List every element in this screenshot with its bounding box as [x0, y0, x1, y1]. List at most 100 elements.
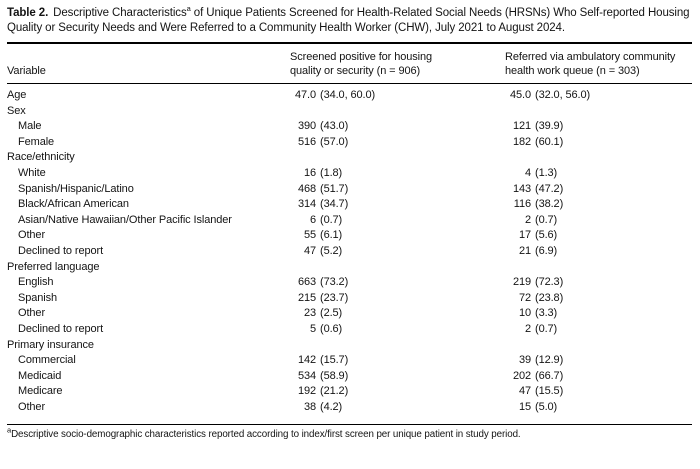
value-count: 5: [309, 322, 316, 335]
table-row: Female 516 (57.0) 182 (60.1): [7, 135, 692, 151]
value-count: 4: [524, 166, 531, 179]
value-percent: (38.2): [535, 198, 564, 211]
value-percent: (34.7): [320, 198, 349, 211]
table-section-row: Race/ethnicity: [7, 150, 692, 166]
value-percent: (6.9): [535, 244, 558, 257]
value-percent: (32.0, 56.0): [535, 89, 591, 101]
value-percent: (73.2): [320, 276, 349, 289]
table-row: Declined to report 5 (0.6) 2 (0.7): [7, 322, 692, 338]
table-row: Age 47.0 (34.0, 60.0) 45.0 (32.0, 56.0): [7, 84, 692, 104]
screened-value-cell: 390 (43.0): [290, 119, 505, 135]
title-footnote-marker: a: [186, 4, 191, 14]
screened-value-cell: [290, 104, 505, 120]
screened-value-cell: 192 (21.2): [290, 384, 505, 400]
value-count: 142: [297, 354, 316, 367]
value-count: 21: [518, 244, 531, 257]
row-label-cell: Male: [7, 119, 290, 135]
referred-value-cell: [505, 260, 692, 276]
referred-value-cell: [505, 104, 692, 120]
value-count: 202: [512, 369, 531, 382]
descriptive-characteristics-table: Variable Screened positive for housing q…: [7, 44, 692, 415]
row-label: English: [18, 276, 54, 289]
table-row: Spanish/Hispanic/Latino 468 (51.7) 143 (47.2…: [7, 182, 692, 198]
column-header-referred: Referred via ambulatory community health…: [505, 44, 692, 84]
row-label: Medicare: [18, 385, 63, 398]
referred-value-cell: 10 (3.3): [505, 306, 692, 322]
screened-value-cell: 215 (23.7): [290, 291, 505, 307]
screened-value-cell: 55 (6.1): [290, 228, 505, 244]
referred-value-cell: 15 (5.0): [505, 400, 692, 416]
value-count: 516: [297, 135, 316, 148]
value-percent: (0.6): [320, 322, 343, 335]
value-count: 38: [303, 400, 316, 413]
value-count: 143: [512, 182, 531, 195]
row-label-cell: White: [7, 166, 290, 182]
referred-value-cell: 116 (38.2): [505, 197, 692, 213]
row-label-cell: Declined to report: [7, 322, 290, 338]
value-percent: (23.7): [320, 291, 349, 304]
table-section-row: Primary insurance: [7, 338, 692, 354]
value-count: 390: [297, 120, 316, 133]
screened-value-cell: [290, 338, 505, 354]
table-row: Medicaid 534 (58.9) 202 (66.7): [7, 369, 692, 385]
value-percent: (15.5): [535, 385, 564, 398]
value-percent: (6.1): [320, 229, 343, 242]
screened-value-cell: 23 (2.5): [290, 306, 505, 322]
table-row: Spanish 215 (23.7) 72 (23.8): [7, 291, 692, 307]
table-rows: Age 47.0 (34.0, 60.0) 45.0 (32.0, 56.0) Sex Ma…: [7, 84, 692, 416]
referred-value-cell: 219 (72.3): [505, 275, 692, 291]
referred-value-cell: 47 (15.5): [505, 384, 692, 400]
screened-value-cell: [290, 150, 505, 166]
row-label-cell: Declined to report: [7, 244, 290, 260]
value-count: 182: [512, 135, 531, 148]
value-percent: (0.7): [535, 322, 558, 335]
value-percent: (4.2): [320, 400, 343, 413]
value-count: 10: [518, 307, 531, 320]
value-percent: (34.0, 60.0): [320, 89, 376, 101]
row-label-cell: Preferred language: [7, 260, 290, 276]
screened-value-cell: 16 (1.8): [290, 166, 505, 182]
screened-value-cell: 5 (0.6): [290, 322, 505, 338]
row-label: Other: [18, 307, 46, 320]
screened-value-cell: 468 (51.7): [290, 182, 505, 198]
row-label-cell: Race/ethnicity: [7, 150, 290, 166]
referred-value-cell: 17 (5.6): [505, 228, 692, 244]
row-section-label: Age: [7, 89, 27, 101]
table-row: English 663 (73.2) 219 (72.3): [7, 275, 692, 291]
row-label-cell: Asian/Native Hawaiian/Other Pacific Isla…: [7, 213, 290, 229]
table-row: Other 23 (2.5) 10 (3.3): [7, 306, 692, 322]
row-section-label: Primary insurance: [7, 338, 94, 351]
column-header-screened-label: Screened positive for housing quality or…: [290, 51, 433, 77]
row-label: Medicaid: [18, 369, 62, 382]
value-count: 45.0: [509, 89, 531, 101]
row-label-cell: Black/African American: [7, 197, 290, 213]
row-label: White: [18, 166, 46, 179]
screened-value-cell: 6 (0.7): [290, 213, 505, 229]
table-section-row: Sex: [7, 104, 692, 120]
screened-value-cell: 534 (58.9): [290, 369, 505, 385]
value-percent: (58.9): [320, 369, 349, 382]
column-header-variable-label: Variable: [7, 64, 46, 77]
table-row: Medicare 192 (21.2) 47 (15.5): [7, 384, 692, 400]
value-percent: (66.7): [535, 369, 564, 382]
value-count: 121: [512, 120, 531, 133]
value-percent: (5.0): [535, 400, 558, 413]
row-section-label: Sex: [7, 104, 26, 117]
title-rule: [7, 42, 692, 44]
row-label: Black/African American: [18, 198, 129, 211]
value-percent: (5.6): [535, 229, 558, 242]
footnote-marker: a: [7, 426, 12, 436]
row-section-label: Preferred language: [7, 260, 100, 273]
title-text: Descriptive Characteristics: [53, 7, 187, 19]
value-count: 16: [303, 166, 316, 179]
referred-value-cell: 21 (6.9): [505, 244, 692, 260]
row-label: Male: [18, 120, 42, 133]
screened-value-cell: 314 (34.7): [290, 197, 505, 213]
row-label-cell: Other: [7, 306, 290, 322]
row-label: Spanish/Hispanic/Latino: [18, 182, 134, 195]
value-percent: (21.2): [320, 385, 349, 398]
table-row: Asian/Native Hawaiian/Other Pacific Isla…: [7, 213, 692, 229]
row-label-cell: Medicaid: [7, 369, 290, 385]
value-percent: (3.3): [535, 307, 558, 320]
table-header-row: Variable Screened positive for housing q…: [7, 44, 692, 84]
